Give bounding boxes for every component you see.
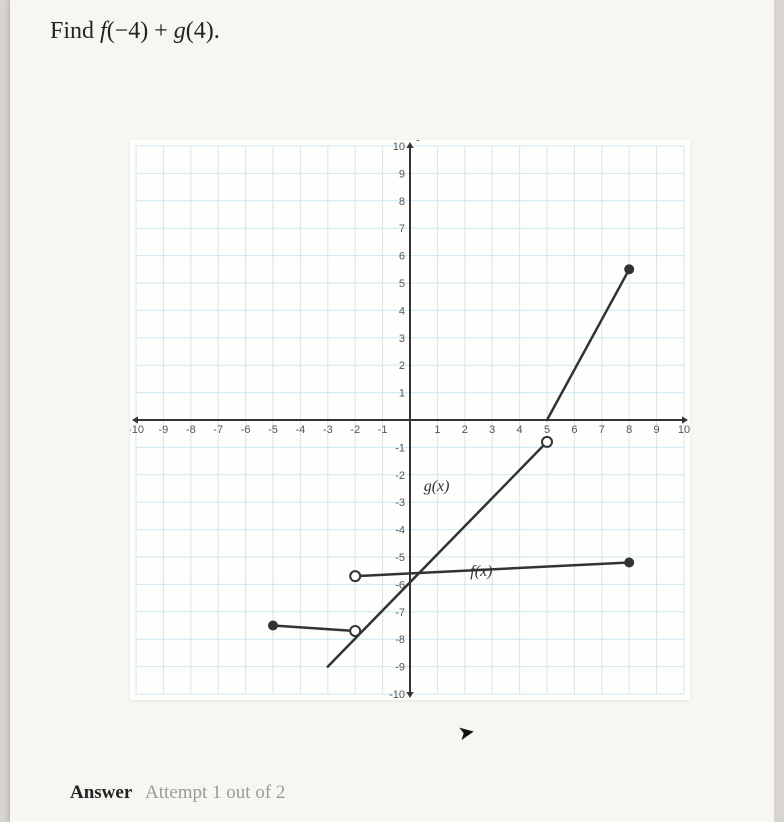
svg-text:-3: -3 xyxy=(395,497,405,509)
svg-text:8: 8 xyxy=(399,196,405,208)
svg-text:4: 4 xyxy=(399,305,405,317)
svg-text:-7: -7 xyxy=(395,607,405,619)
svg-text:10: 10 xyxy=(393,141,405,153)
svg-text:1: 1 xyxy=(434,424,440,436)
coordinate-graph: -10 -9 -8 -7 -6 -5 -4 -3 -2 -1 1 2 3 4 5 6 7 8 9 10 -10 -9 -8 -… xyxy=(130,140,690,700)
svg-text:7: 7 xyxy=(599,424,605,436)
svg-text:y: y xyxy=(416,140,425,142)
question-f: f xyxy=(100,18,107,44)
svg-text:3: 3 xyxy=(489,424,495,436)
svg-text:-3: -3 xyxy=(323,424,333,436)
svg-text:-8: -8 xyxy=(395,634,405,646)
svg-text:-9: -9 xyxy=(159,424,169,436)
question-g: g xyxy=(174,18,186,44)
svg-text:-4: -4 xyxy=(296,424,306,436)
answer-attempt: Attempt 1 out of 2 xyxy=(145,782,285,803)
svg-text:-6: -6 xyxy=(241,424,251,436)
svg-text:-2: -2 xyxy=(350,424,360,436)
question-prefix: Find xyxy=(50,18,100,44)
page-container: Find f(−4) + g(4). -10-9-8-7-6-5-4-3-2-1… xyxy=(10,0,774,822)
answer-row: Answer Attempt 1 out of 2 xyxy=(70,782,285,804)
svg-text:-10: -10 xyxy=(389,689,405,700)
svg-text:-5: -5 xyxy=(268,424,278,436)
svg-text:1: 1 xyxy=(399,388,405,400)
svg-text:5: 5 xyxy=(399,278,405,290)
svg-text:-4: -4 xyxy=(395,525,405,537)
svg-text:7: 7 xyxy=(399,223,405,235)
svg-text:10: 10 xyxy=(678,424,690,436)
question-text: Find f(−4) + g(4). xyxy=(50,18,220,45)
svg-text:5: 5 xyxy=(544,424,550,436)
svg-text:-10: -10 xyxy=(130,424,144,436)
svg-text:9: 9 xyxy=(399,168,405,180)
svg-text:8: 8 xyxy=(626,424,632,436)
svg-text:g(x): g(x) xyxy=(424,478,450,495)
question-f-arg: (−4) xyxy=(107,18,149,44)
question-g-arg: (4). xyxy=(186,18,220,44)
svg-text:-8: -8 xyxy=(186,424,196,436)
svg-text:3: 3 xyxy=(399,333,405,345)
svg-text:2: 2 xyxy=(399,360,405,372)
svg-text:-2: -2 xyxy=(395,470,405,482)
svg-text:-1: -1 xyxy=(378,424,388,436)
svg-text:2: 2 xyxy=(462,424,468,436)
cursor-icon: ➤ xyxy=(456,719,477,747)
svg-text:6: 6 xyxy=(399,251,405,263)
question-plus: + xyxy=(148,18,174,44)
answer-label: Answer xyxy=(70,782,132,803)
svg-text:-1: -1 xyxy=(395,442,405,454)
svg-text:-5: -5 xyxy=(395,552,405,564)
svg-text:-7: -7 xyxy=(213,424,223,436)
svg-text:f(x): f(x) xyxy=(470,563,492,580)
svg-text:-9: -9 xyxy=(395,662,405,674)
svg-text:6: 6 xyxy=(571,424,577,436)
graph-svg: -10 -9 -8 -7 -6 -5 -4 -3 -2 -1 1 2 3 4 5 6 7 8 9 10 -10 -9 -8 -… xyxy=(130,140,690,700)
svg-text:4: 4 xyxy=(517,424,523,436)
svg-text:9: 9 xyxy=(654,424,660,436)
